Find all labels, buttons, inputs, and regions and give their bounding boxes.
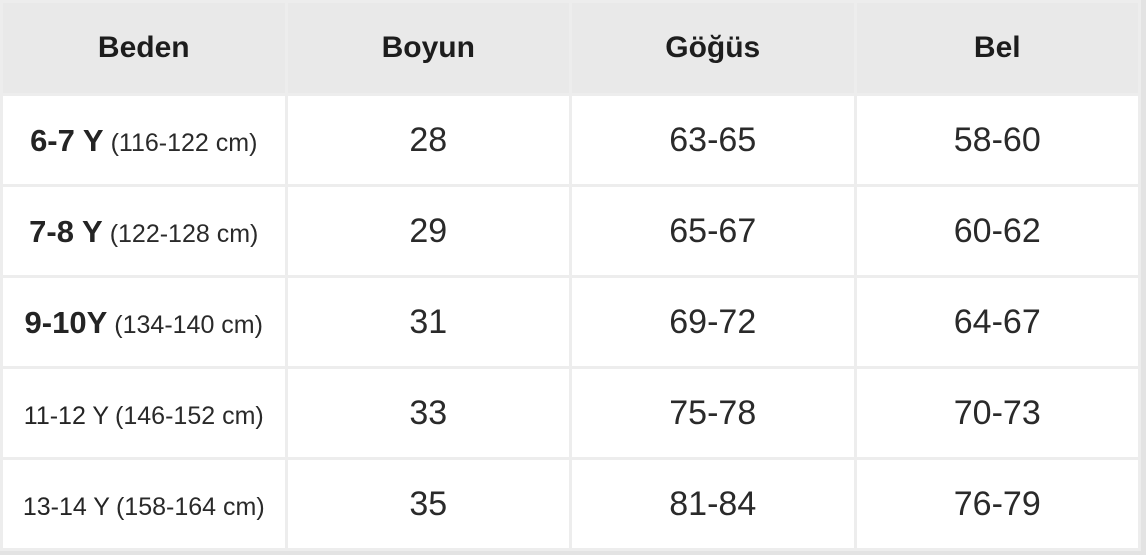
- bel-value: 64-67: [853, 275, 1141, 369]
- gogus-value: 63-65: [569, 93, 857, 187]
- size-cell: 9-10Y (134-140 cm): [0, 275, 288, 369]
- bel-value: 60-62: [853, 184, 1141, 278]
- column-header-beden: Beden: [0, 0, 288, 96]
- size-range-label: (122-128 cm): [109, 219, 259, 248]
- size-cell: 11-12 Y (146-152 cm): [0, 366, 288, 460]
- size-label: 7-8 Y: [29, 213, 103, 249]
- bel-value: 76-79: [853, 457, 1141, 551]
- column-header-gogus: Göğüs: [569, 0, 857, 96]
- boyun-value: 33: [284, 366, 572, 460]
- table-row: 13-14 Y (158-164 cm) 35 81-84 76-79: [0, 457, 1141, 551]
- column-header-boyun: Boyun: [284, 0, 572, 96]
- size-range-label: (116-122 cm): [110, 128, 258, 157]
- size-cell: 7-8 Y (122-128 cm): [0, 184, 288, 278]
- table-row: 7-8 Y (122-128 cm) 29 65-67 60-62: [0, 184, 1141, 278]
- size-cell: 13-14 Y (158-164 cm): [0, 457, 288, 551]
- boyun-value: 28: [284, 93, 572, 187]
- boyun-value: 31: [284, 275, 572, 369]
- column-header-bel: Bel: [853, 0, 1141, 96]
- size-cell: 6-7 Y (116-122 cm): [0, 93, 288, 187]
- boyun-value: 29: [284, 184, 572, 278]
- gogus-value: 81-84: [569, 457, 857, 551]
- size-label: 11-12 Y: [23, 401, 110, 430]
- gogus-value: 69-72: [569, 275, 857, 369]
- table-row: 9-10Y (134-140 cm) 31 69-72 64-67: [0, 275, 1141, 369]
- size-range-label: (158-164 cm): [115, 492, 265, 521]
- boyun-value: 35: [284, 457, 572, 551]
- table-row: 6-7 Y (116-122 cm) 28 63-65 58-60: [0, 93, 1141, 187]
- gogus-value: 75-78: [569, 366, 857, 460]
- size-range-label: (134-140 cm): [114, 310, 263, 339]
- size-label: 13-14 Y: [22, 492, 110, 521]
- size-range-label: (146-152 cm): [115, 401, 264, 430]
- size-label: 9-10Y: [24, 304, 108, 340]
- table-row: 11-12 Y (146-152 cm) 33 75-78 70-73: [0, 366, 1141, 460]
- bel-value: 58-60: [853, 93, 1141, 187]
- header-row: Beden Boyun Göğüs Bel: [0, 0, 1141, 96]
- gogus-value: 65-67: [569, 184, 857, 278]
- size-label: 6-7 Y: [30, 122, 104, 158]
- bel-value: 70-73: [853, 366, 1141, 460]
